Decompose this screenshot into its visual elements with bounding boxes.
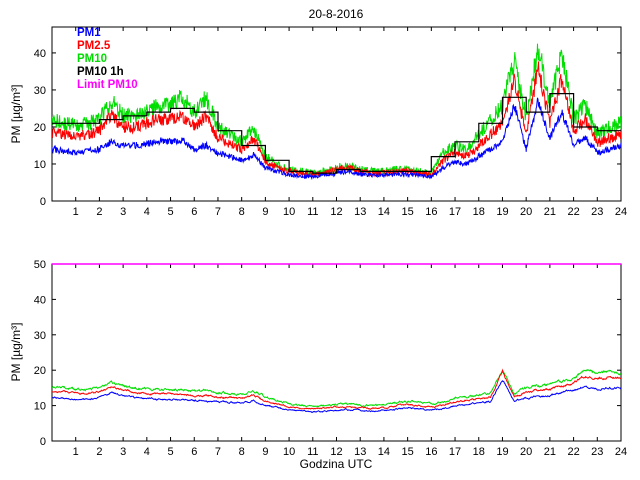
x-tick-label: 12 xyxy=(330,206,342,218)
x-tick-label: 11 xyxy=(307,446,318,458)
x-tick-label: 5 xyxy=(167,206,173,218)
y-tick-label: 0 xyxy=(40,196,46,208)
x-tick-label: 20 xyxy=(520,206,532,218)
x-tick-label: 1 xyxy=(73,206,79,218)
legend-item-pm2-5: PM2.5 xyxy=(77,40,111,52)
y-tick-label: 10 xyxy=(34,159,46,171)
x-tick-label: 21 xyxy=(544,446,556,458)
top-axes: 1 2 3 4 5 6 7 8 9 10 11 12 13 14 15 16 17 18 19 20 21 22 23 240… xyxy=(34,26,627,218)
x-tick-label: 2 xyxy=(96,206,102,218)
x-tick-label: 15 xyxy=(402,206,414,218)
x-tick-label: 9 xyxy=(262,446,268,458)
top-y-axis-label: PM [µg/m³] xyxy=(9,84,23,144)
x-tick-label: 15 xyxy=(402,446,414,458)
x-tick-label: 22 xyxy=(567,446,579,458)
legend: PM1 PM2.5 PM10 PM10 1h Limit PM10 xyxy=(77,27,138,92)
x-tick-label: 1 xyxy=(73,446,79,458)
x-tick-label: 10 xyxy=(283,446,295,458)
series-line-pm2-5 xyxy=(52,368,621,411)
axes-box xyxy=(51,263,622,442)
x-tick-label: 17 xyxy=(449,446,461,458)
x-tick-label: 16 xyxy=(425,446,437,458)
x-tick-label: 8 xyxy=(239,446,245,458)
x-ticks: 1 2 3 4 5 6 7 8 9 10 11 12 13 14 15 16 17 18 19 20 21 22 23 24 xyxy=(73,27,627,218)
y-tick-label: 20 xyxy=(34,122,46,134)
x-tick-label: 24 xyxy=(615,446,627,458)
x-tick-label: 22 xyxy=(567,206,579,218)
series-line-pm10 xyxy=(52,369,621,408)
x-axis-label: Godzina UTC xyxy=(299,457,373,471)
series-line-pm1 xyxy=(52,380,621,414)
series-step-pm10-1h xyxy=(52,92,621,174)
x-tick-label: 8 xyxy=(239,206,245,218)
x-tick-label: 21 xyxy=(544,206,556,218)
legend-item-limit-pm10: Limit PM10 xyxy=(77,79,138,91)
x-tick-label: 11 xyxy=(307,206,318,218)
y-tick-label: 50 xyxy=(34,259,46,271)
x-tick-label: 17 xyxy=(449,206,461,218)
x-tick-label: 18 xyxy=(473,206,485,218)
y-tick-label: 20 xyxy=(34,365,46,377)
x-tick-label: 13 xyxy=(354,446,366,458)
y-tick-label: 40 xyxy=(34,48,46,60)
figure-title: 20-8-2016 xyxy=(308,7,364,21)
x-tick-label: 14 xyxy=(378,206,390,218)
y-tick-label: 40 xyxy=(34,294,46,306)
legend-item-pm1: PM1 xyxy=(77,27,101,39)
x-tick-label: 18 xyxy=(473,446,485,458)
x-tick-label: 3 xyxy=(120,446,126,458)
x-tick-label: 7 xyxy=(215,446,221,458)
x-tick-label: 4 xyxy=(144,206,150,218)
x-tick-label: 13 xyxy=(354,206,366,218)
x-tick-label: 19 xyxy=(496,446,508,458)
x-tick-label: 4 xyxy=(144,446,150,458)
x-tick-label: 7 xyxy=(215,206,221,218)
x-tick-label: 9 xyxy=(262,206,268,218)
x-tick-label: 14 xyxy=(378,446,390,458)
series-group xyxy=(52,368,621,414)
x-tick-label: 6 xyxy=(191,446,197,458)
x-tick-label: 2 xyxy=(96,446,102,458)
y-tick-label: 10 xyxy=(34,401,46,413)
x-tick-label: 23 xyxy=(591,446,603,458)
y-tick-label: 30 xyxy=(34,85,46,97)
y-tick-label: 0 xyxy=(40,436,46,448)
x-tick-label: 19 xyxy=(496,206,508,218)
bottom-axes: 1 2 3 4 5 6 7 8 9 10 11 12 13 14 15 16 17 18 19 20 21 22 23 240… xyxy=(34,259,627,458)
x-tick-label: 5 xyxy=(167,446,173,458)
x-tick-label: 16 xyxy=(425,206,437,218)
x-tick-label: 12 xyxy=(330,446,342,458)
legend-item-pm10: PM10 xyxy=(77,53,108,65)
legend-item-pm10-1h: PM10 1h xyxy=(77,66,124,78)
x-ticks: 1 2 3 4 5 6 7 8 9 10 11 12 13 14 15 16 17 18 19 20 21 22 23 24 xyxy=(73,264,627,458)
x-tick-label: 20 xyxy=(520,446,532,458)
y-ticks: 0 10 20 30 40 xyxy=(34,48,621,208)
x-tick-label: 6 xyxy=(191,206,197,218)
x-tick-label: 24 xyxy=(615,206,627,218)
x-tick-label: 3 xyxy=(120,206,126,218)
y-tick-label: 30 xyxy=(34,330,46,342)
y-ticks: 0 10 20 30 40 50 xyxy=(34,259,621,448)
x-tick-label: 23 xyxy=(591,206,603,218)
x-tick-label: 10 xyxy=(283,206,295,218)
bottom-y-axis-label: PM [µg/m³] xyxy=(9,322,23,382)
